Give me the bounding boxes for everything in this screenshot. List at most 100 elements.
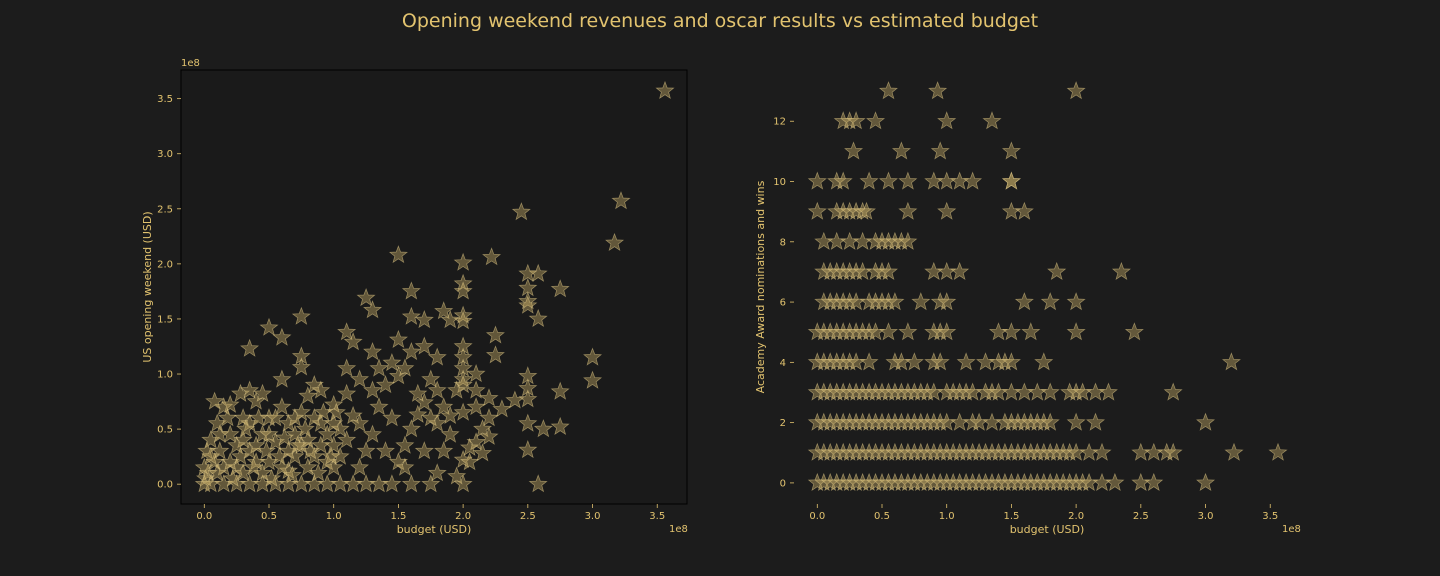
data-point — [550, 381, 570, 400]
data-point — [291, 346, 311, 365]
data-point — [269, 446, 289, 465]
data-point — [924, 171, 944, 190]
data-point — [337, 322, 357, 341]
data-point — [1014, 382, 1034, 401]
data-point — [1196, 412, 1216, 431]
data-point — [201, 430, 221, 449]
data-point — [930, 352, 950, 371]
data-point — [1001, 352, 1021, 371]
data-point — [1196, 472, 1216, 492]
right-chart: 0.0 0.5 1.0 1.5 2.0 2.5 3.0 3.5 0 2 4 6 8 10 12 budget … — [754, 81, 1301, 536]
data-point — [911, 292, 931, 311]
data-point — [473, 419, 493, 438]
data-point — [421, 474, 441, 493]
data-point — [1086, 412, 1106, 431]
data-point — [891, 141, 911, 160]
data-point — [382, 353, 402, 372]
data-point — [950, 171, 970, 190]
left-chart: 0.0 0.5 1.0 1.5 2.0 2.5 3.0 3.5 0.0 0.5 1.0 1.5 2.0 2… — [141, 58, 688, 536]
data-point — [1066, 292, 1086, 311]
data-point — [518, 389, 538, 408]
data-point — [904, 352, 924, 371]
data-point — [898, 171, 918, 190]
data-point — [878, 171, 898, 190]
data-point — [356, 441, 376, 460]
x-tick-label: 2.5 — [520, 511, 536, 522]
y-tick-label: 2.5 — [157, 204, 173, 215]
x-tick-label: 1.0 — [939, 511, 955, 522]
data-point — [827, 231, 847, 250]
data-point — [1131, 472, 1151, 492]
data-point — [298, 457, 318, 476]
data-point — [421, 369, 441, 388]
data-point — [859, 352, 879, 371]
data-point — [1268, 442, 1288, 461]
data-point — [1066, 81, 1086, 100]
y-tick-label: 8 — [780, 237, 786, 248]
data-point — [878, 81, 898, 100]
y-tick-label: 0.0 — [157, 480, 173, 491]
data-point — [1144, 442, 1164, 461]
y-tick-label: 1.5 — [157, 314, 173, 325]
data-point — [427, 380, 447, 399]
x-axis-label: budget (USD) — [1010, 523, 1085, 536]
data-point — [833, 171, 853, 190]
data-point — [878, 261, 898, 281]
data-point — [408, 383, 428, 402]
data-point — [1221, 352, 1241, 371]
data-point — [807, 201, 827, 220]
data-point — [1066, 412, 1086, 431]
data-point — [375, 441, 395, 460]
data-point — [1014, 292, 1034, 311]
data-point — [466, 364, 486, 383]
y-tick-label: 12 — [773, 117, 786, 128]
data-point — [262, 468, 282, 487]
data-point — [1027, 382, 1047, 401]
data-point — [976, 352, 996, 371]
data-point — [246, 452, 266, 471]
data-point — [253, 383, 273, 402]
data-point — [937, 171, 957, 190]
data-point — [485, 345, 505, 364]
data-point — [343, 405, 363, 425]
data-point — [324, 413, 344, 432]
data-point — [375, 375, 395, 394]
data-point — [265, 432, 285, 451]
data-point — [898, 322, 918, 341]
data-point — [460, 452, 480, 471]
data-point — [605, 232, 625, 252]
data-point — [311, 380, 331, 399]
data-point — [382, 474, 402, 493]
y-tick-label: 3.5 — [157, 94, 173, 105]
y-tick-label: 3.0 — [157, 149, 173, 160]
y-tick-label: 4 — [780, 358, 786, 369]
data-point — [259, 424, 279, 443]
x-tick-label: 2.0 — [455, 511, 471, 522]
data-point — [350, 369, 370, 388]
x-tick-label: 0.0 — [196, 511, 212, 522]
y-offset-label: 1e8 — [181, 58, 200, 69]
data-point — [337, 358, 357, 377]
data-point — [317, 424, 337, 443]
data-point — [363, 424, 383, 443]
data-point — [1021, 322, 1041, 341]
data-point — [1040, 292, 1060, 311]
data-point — [414, 392, 434, 411]
data-point — [1001, 141, 1021, 160]
data-point — [298, 386, 318, 405]
data-point — [1014, 201, 1034, 220]
data-point — [518, 439, 538, 459]
data-point — [453, 358, 473, 377]
data-point — [528, 474, 548, 493]
x-tick-label: 0.5 — [261, 511, 277, 522]
data-point — [243, 457, 263, 476]
x-tick-label: 1.0 — [326, 511, 342, 522]
data-point — [479, 388, 499, 407]
data-point — [1131, 442, 1151, 461]
data-point — [304, 408, 324, 427]
data-point — [846, 111, 866, 130]
data-point — [898, 201, 918, 220]
data-point — [265, 408, 285, 427]
y-tick-label: 10 — [773, 177, 786, 188]
data-point — [807, 171, 827, 190]
